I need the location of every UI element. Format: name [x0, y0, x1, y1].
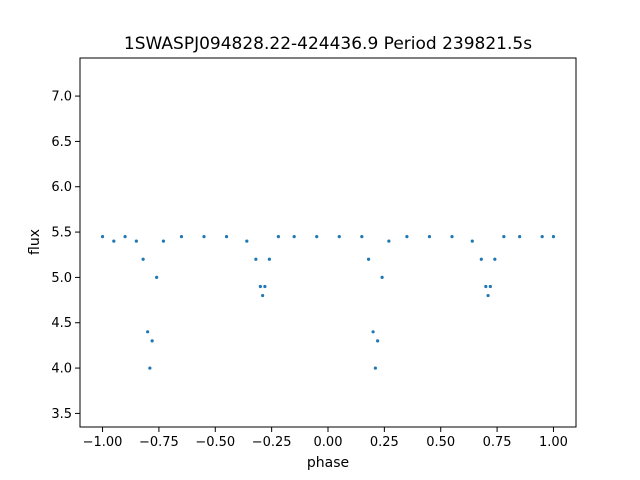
data-point [146, 330, 150, 334]
y-tick-label: 6.5 [51, 135, 72, 150]
x-tick-label: −1.00 [83, 435, 123, 450]
data-point [254, 257, 258, 261]
y-tick-label: 5.5 [51, 226, 72, 241]
data-point [123, 235, 127, 239]
y-tick-label: 3.5 [51, 407, 72, 422]
data-point [450, 235, 454, 239]
x-axis-label: phase [307, 455, 349, 471]
data-point [245, 239, 249, 243]
x-axis-ticks: −1.00 −0.75 −0.50 −0.25 0.00 0.25 0.50 0.75 1.00 [83, 427, 568, 450]
data-point [337, 235, 341, 239]
data-point [150, 339, 154, 343]
data-point [551, 235, 556, 239]
data-point [373, 366, 377, 370]
y-tick-label: 4.0 [51, 362, 72, 377]
data-point [405, 235, 409, 239]
data-point [371, 330, 375, 334]
data-point [292, 235, 296, 239]
x-tick-label: −0.25 [252, 435, 292, 450]
y-axis-label: flux [27, 229, 43, 255]
data-point [380, 275, 384, 280]
data-point [488, 284, 492, 289]
data-point [134, 239, 138, 243]
data-point [100, 235, 105, 239]
x-tick-label: 0.75 [483, 435, 512, 450]
data-point [484, 284, 488, 289]
data-point [360, 235, 364, 239]
x-tick-label: 0.25 [370, 435, 399, 450]
data-point [276, 235, 280, 239]
y-tick-label: 4.5 [51, 316, 72, 331]
scatter-points [100, 235, 556, 370]
x-tick-label: 0.50 [426, 435, 455, 450]
data-point [502, 235, 506, 239]
data-point [427, 235, 432, 239]
y-tick-label: 7.0 [51, 90, 72, 105]
data-point [258, 284, 262, 289]
data-point [263, 284, 267, 289]
y-axis-ticks: 3.5 4.0 4.5 5.0 5.5 6.0 6.5 7.0 [51, 90, 80, 422]
data-point [376, 339, 380, 343]
data-point [493, 257, 497, 261]
data-point [267, 257, 271, 261]
data-point [224, 235, 229, 239]
y-tick-label: 6.0 [51, 180, 72, 195]
data-point [387, 239, 391, 243]
data-point [141, 257, 145, 261]
y-tick-label: 5.0 [51, 271, 72, 286]
data-point [148, 366, 152, 370]
data-point [315, 235, 319, 239]
plot-area-frame [79, 57, 577, 428]
x-tick-label: 0.00 [314, 435, 343, 450]
data-point [202, 235, 206, 239]
data-point [261, 293, 265, 298]
data-point [518, 235, 522, 239]
data-point [112, 239, 116, 243]
data-point [161, 239, 166, 243]
x-tick-label: 1.00 [539, 435, 568, 450]
data-point [486, 293, 490, 298]
data-point [540, 235, 544, 239]
data-point [470, 239, 474, 243]
x-tick-label: −0.75 [139, 435, 179, 450]
data-point [479, 257, 483, 261]
data-point [155, 275, 159, 280]
data-point [179, 235, 184, 239]
chart-title: 1SWASPJ094828.22-424436.9 Period 239821.… [124, 34, 532, 54]
data-point [366, 257, 371, 261]
x-tick-label: −0.50 [195, 435, 235, 450]
